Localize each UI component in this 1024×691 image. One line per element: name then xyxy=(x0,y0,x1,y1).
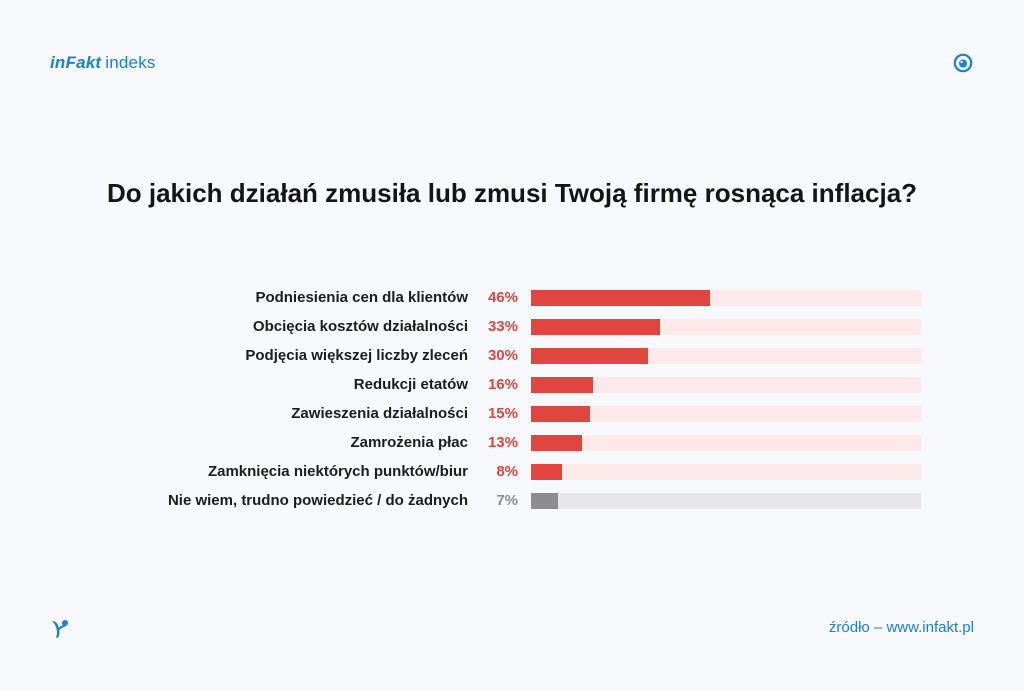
bar xyxy=(531,348,648,364)
bar xyxy=(531,406,590,422)
category-label: Podniesienia cen dla klientów xyxy=(255,289,468,306)
bar-track xyxy=(531,493,921,509)
bar xyxy=(531,493,559,509)
logo-sub: indeks xyxy=(105,53,156,72)
category-label: Podjęcia większej liczby zleceń xyxy=(245,347,468,364)
value-label: 8% xyxy=(496,463,518,480)
category-label: Zamknięcia niektórych punktów/biur xyxy=(207,463,468,480)
logo-brand: inFakt xyxy=(50,53,102,72)
bar-track xyxy=(531,435,921,451)
value-label: 46% xyxy=(487,289,518,306)
bar-track xyxy=(531,464,921,480)
bar xyxy=(531,464,563,480)
value-label: 7% xyxy=(496,492,518,509)
bar-track xyxy=(531,406,921,422)
bar-track xyxy=(531,319,921,335)
category-label: Redukcji etatów xyxy=(353,376,468,393)
value-label: 15% xyxy=(487,405,518,422)
category-label: Nie wiem, trudno powiedzieć / do żadnych xyxy=(167,492,468,509)
bar-track xyxy=(531,377,921,393)
bar xyxy=(531,290,711,306)
value-label: 33% xyxy=(487,318,518,335)
bar-track xyxy=(531,348,921,364)
eye-icon[interactable] xyxy=(953,53,973,73)
category-label: Obcięcia kosztów działalności xyxy=(252,318,468,335)
bar xyxy=(531,435,582,451)
bar-track xyxy=(531,290,921,306)
value-label: 16% xyxy=(487,376,518,393)
category-label: Zawieszenia działalności xyxy=(291,405,468,422)
bar xyxy=(531,319,660,335)
category-label: Zamrożenia płac xyxy=(350,434,468,451)
value-label: 13% xyxy=(487,434,518,451)
chart-title: Do jakich działań zmusiła lub zmusi Twoj… xyxy=(106,178,918,208)
infakt-logo[interactable]: inFakt indeks xyxy=(50,53,156,73)
bird-icon xyxy=(52,620,68,638)
bar xyxy=(531,377,594,393)
source-link[interactable]: źródło – www.infakt.pl xyxy=(828,619,974,636)
value-label: 30% xyxy=(487,347,518,364)
